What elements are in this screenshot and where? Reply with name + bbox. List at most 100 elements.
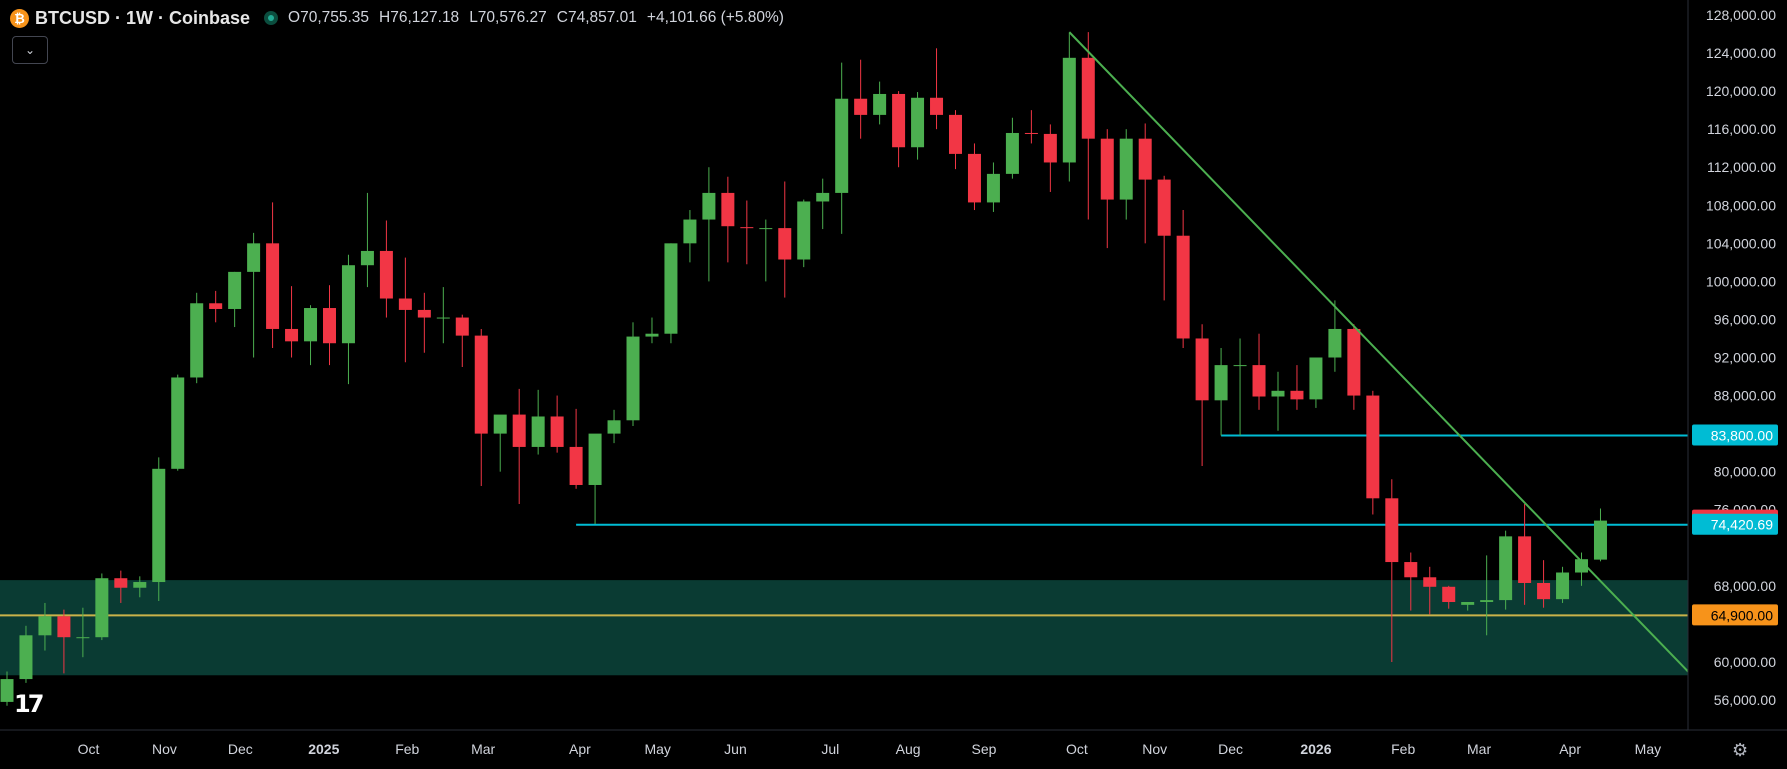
candle-body [569, 446, 583, 485]
candle-body [1537, 582, 1551, 600]
x-tick-label: Dec [1218, 741, 1243, 757]
y-tick-label: 92,000.00 [1714, 350, 1776, 366]
open-value: O70,755.35 [288, 9, 370, 26]
support-zone [0, 580, 1690, 676]
tradingview-logo-icon[interactable]: 17 [14, 690, 44, 718]
candle-body [1062, 57, 1076, 163]
candle-body [1005, 132, 1019, 174]
candle-body [664, 243, 678, 334]
candle-body [95, 578, 109, 638]
candle-body [911, 97, 925, 148]
y-tick-label: 120,000.00 [1706, 83, 1776, 99]
x-tick-label: Sep [971, 741, 996, 757]
candle-body [190, 303, 204, 378]
x-tick-label: Nov [1142, 741, 1167, 757]
candle-body [1480, 600, 1494, 603]
y-tick-label: 128,000.00 [1706, 7, 1776, 23]
candle-body [398, 298, 412, 310]
candle-body [721, 192, 735, 227]
symbol-title[interactable]: BTCUSD · 1W · Coinbase [35, 7, 251, 28]
x-tick-label: Jun [724, 741, 747, 757]
y-tick-label: 80,000.00 [1714, 464, 1776, 480]
candle-body [360, 250, 374, 266]
y-tick-label: 56,000.00 [1714, 692, 1776, 708]
candle-body [1518, 536, 1532, 583]
candle-body [740, 227, 754, 229]
candle-body [1366, 395, 1380, 499]
collapse-legend-button[interactable]: ⌄ [12, 36, 48, 64]
x-tick-label: Dec [228, 741, 253, 757]
candle-body [133, 582, 147, 588]
chart-header: ₿ BTCUSD · 1W · Coinbase O70,755.35 H76,1… [10, 6, 794, 30]
candle-body [455, 317, 469, 336]
candle-body [417, 309, 431, 318]
candle-body [1157, 179, 1171, 236]
price-axis-panel [1688, 0, 1787, 764]
candle-body [835, 98, 849, 193]
market-status-icon[interactable] [264, 11, 279, 25]
candle-body [76, 637, 90, 639]
price-tag-label: 74,420.69 [1711, 517, 1773, 533]
price-tag-box [1692, 604, 1778, 626]
candle-body [379, 250, 393, 299]
candle-body [0, 679, 14, 702]
y-tick-label: 116,000.00 [1707, 121, 1776, 137]
candle-body [493, 414, 507, 434]
candle-body [19, 635, 33, 680]
candle-body [38, 616, 52, 636]
candle-body [1556, 572, 1570, 600]
candle-body [683, 219, 697, 244]
y-tick-label: 100,000.00 [1706, 273, 1776, 289]
candle-body [797, 201, 811, 260]
candle-body [1119, 138, 1133, 200]
x-tick-label: Oct [1066, 741, 1088, 757]
bitcoin-logo-icon: ₿ [10, 8, 29, 28]
x-tick-label: Nov [152, 741, 177, 757]
price-tag-label: 64,900.00 [1711, 607, 1773, 623]
chevron-down-icon: ⌄ [24, 43, 36, 57]
candle-body [1024, 132, 1038, 134]
x-tick-label: May [644, 741, 670, 757]
x-tick-label: Aug [896, 741, 921, 757]
candle-body [1442, 586, 1456, 603]
candle-body [1100, 138, 1114, 200]
candle-body [1233, 365, 1247, 367]
candle-body [266, 243, 280, 329]
y-tick-label: 112,000.00 [1707, 159, 1776, 175]
candle-body [645, 333, 659, 337]
candle-body [588, 433, 602, 485]
candle-body [1138, 138, 1152, 180]
candle-body [247, 243, 261, 272]
x-tick-label: Mar [1467, 741, 1491, 757]
y-tick-label: 108,000.00 [1706, 197, 1776, 213]
candle-body [341, 265, 355, 344]
x-tick-label: Oct [78, 741, 100, 757]
candle-body [1214, 365, 1228, 401]
candle-body [930, 97, 944, 115]
candle-body [304, 308, 318, 342]
high-value: H76,127.18 [379, 9, 460, 26]
low-value: L70,576.27 [469, 9, 547, 26]
time-axis-panel [0, 730, 1787, 764]
candle-body [1176, 235, 1190, 339]
candle-body [949, 114, 962, 154]
price-tag-label: 83,800.00 [1711, 428, 1773, 444]
y-tick-label: 124,000.00 [1706, 45, 1776, 61]
candle-body [1081, 57, 1095, 139]
candle-body [873, 93, 887, 115]
candle-body [1043, 133, 1057, 163]
candle-body [152, 468, 166, 583]
x-tick-label: Apr [569, 741, 591, 757]
y-tick-label: 88,000.00 [1714, 388, 1776, 404]
x-tick-label: 2025 [308, 741, 339, 757]
candle-body [626, 336, 640, 421]
x-tick-label: Mar [471, 741, 495, 757]
candle-body [1328, 328, 1342, 358]
candle-body [550, 416, 564, 447]
candle-body [1290, 390, 1304, 400]
settings-gear-icon[interactable]: ⚙ [1732, 740, 1749, 760]
candle-body [778, 228, 792, 260]
x-tick-label: Feb [395, 741, 419, 757]
